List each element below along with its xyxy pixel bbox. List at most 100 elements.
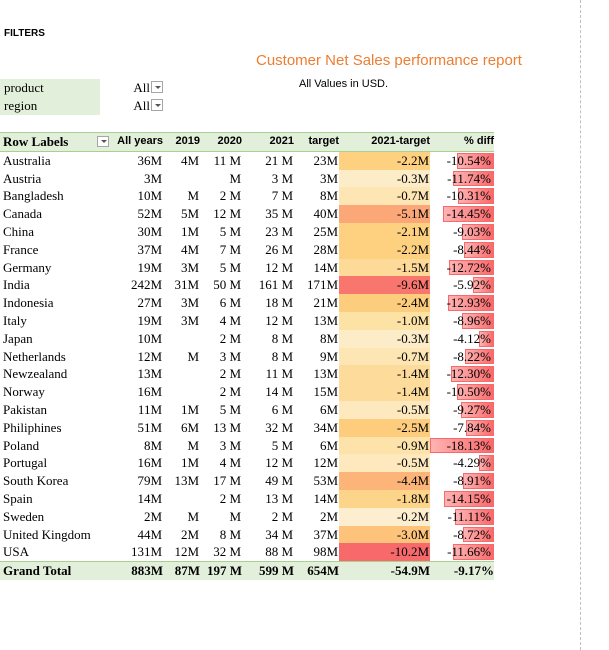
grand-total-2019: 87M [163,561,200,580]
all-years: 19M [137,312,162,328]
value-2020: M [229,508,241,524]
pct-diff-text: -4.12% [453,330,491,346]
value-2020: 13 M [213,419,241,435]
value-2020: 5 M [219,223,241,239]
pct-diff: -8.72% [430,526,494,544]
pct-diff-text: -9.03% [453,223,491,239]
target: 6M [319,437,338,453]
value-2021: 8 M [271,330,293,346]
all-years: 16M [137,455,162,471]
target: 34M [313,419,338,435]
value-2021: 3 M [271,170,293,186]
value-2019 [163,383,200,401]
target: 9M [319,348,338,364]
pct-diff-text: -12.72% [446,259,491,275]
filter-product-dropdown-icon[interactable] [151,81,163,93]
pct-diff: -8.44% [430,241,494,259]
value-2019: 3M [180,295,199,311]
all-years: 131M [130,544,162,560]
table-row: Indonesia 27M 3M 6 M 18 M 21M -2.4M -12.93% [0,294,494,312]
all-years: 10M [137,188,162,204]
pct-diff: -5.92% [430,276,494,294]
pivot-table: Row Labels All years 2019 2020 2021 targ… [0,132,494,580]
pct-diff-bar [457,188,494,205]
header-2021: 2021 [242,132,294,152]
row-label: Austria [3,170,42,186]
row-label: China [3,223,35,239]
table-row: Portugal 16M 1M 4 M 12 M 12M -0.5M -4.29% [0,454,494,473]
pct-diff-text: -9.27% [453,401,491,417]
target: 12M [313,455,338,471]
pct-diff-bar [473,277,494,294]
table-row: Japan 10M 2 M 8 M 8M -0.3M -4.12% [0,329,494,348]
grand-total-delta: -54.9M [339,561,430,580]
table-row: Sweden 2M M M 2 M 2M -0.2M -11.11% [0,507,494,526]
delta: -2.5M [339,418,430,437]
pct-diff-text: -12.93% [446,295,491,311]
pct-diff: -12.93% [430,294,494,312]
grand-total-row: Grand Total 883M 87M 197 M 599 M 654M -5… [0,561,494,580]
all-years: 30M [137,223,162,239]
delta: -1.4M [339,383,430,401]
value-2020: 4 M [219,312,241,328]
filter-value-product: All [133,80,150,95]
row-label: India [3,277,30,293]
pct-diff-bar [462,473,494,489]
value-2020: 2 M [219,490,241,506]
value-2020: 2 M [219,330,241,346]
table-row: Canada 52M 5M 12 M 35 M 40M -5.1M -14.45% [0,205,494,223]
report-subtitle: All Values in USD. [299,78,389,90]
header-target: target [294,132,339,152]
pct-diff: -14.45% [430,205,494,223]
value-2021: 26 M [265,241,293,257]
row-label: Portugal [3,455,48,471]
value-2019: M [187,508,199,524]
pct-diff-bar [464,241,494,258]
pct-diff-bar [443,206,494,222]
value-2019: 1M [180,223,199,239]
filter-name-region: region [0,97,100,115]
filter-region: region All [0,97,167,115]
row-label: Bangladesh [3,188,64,204]
header-2021-target: 2021-target [339,132,430,152]
row-labels-filter-icon[interactable] [97,136,109,147]
row-label: Newzealand [3,366,68,382]
all-years: 19M [137,259,162,275]
target: 8M [319,330,338,346]
table-row: Norway 16M 2 M 14 M 15M -1.4M -10.50% [0,383,494,401]
pct-diff-bar [478,455,494,472]
value-2019: M [187,348,199,364]
filter-region-dropdown-icon[interactable] [151,99,163,111]
value-2021: 6 M [271,401,293,417]
pct-diff-text: -4.29% [453,455,491,471]
pct-diff-bar [461,401,494,418]
target: 171M [306,277,338,293]
pct-diff: -11.74% [430,170,494,188]
pct-diff: -12.72% [430,259,494,277]
delta: -0.7M [339,347,430,366]
pct-diff-text: -8.72% [453,526,491,542]
value-2019: 3M [180,312,199,328]
value-2020: 12 M [213,206,241,222]
delta: -0.3M [339,329,430,348]
pct-diff: -14.15% [430,490,494,508]
value-2021: 32 M [265,419,293,435]
target: 6M [319,401,338,417]
row-label: France [3,241,39,257]
table-row: Pakistan 11M 1M 5 M 6 M 6M -0.5M -9.27% [0,400,494,419]
row-label: South Korea [3,473,69,489]
table-row: South Korea 79M 13M 17 M 49 M 53M -4.4M -8.91% [0,472,494,490]
value-2021: 8 M [271,348,293,364]
value-2021: 13 M [265,490,293,506]
pct-diff-bar [449,259,494,276]
delta: -1.4M [339,365,430,384]
value-2019 [163,365,200,383]
value-2019 [163,490,200,508]
row-label: Spain [3,490,33,506]
target: 8M [319,188,338,204]
all-years: 10M [137,330,162,346]
value-2021: 12 M [265,455,293,471]
all-years: 27M [137,295,162,311]
table-row: Italy 19M 3M 4 M 12 M 13M -1.0M -8.96% [0,311,494,330]
delta: -2.2M [339,151,430,170]
